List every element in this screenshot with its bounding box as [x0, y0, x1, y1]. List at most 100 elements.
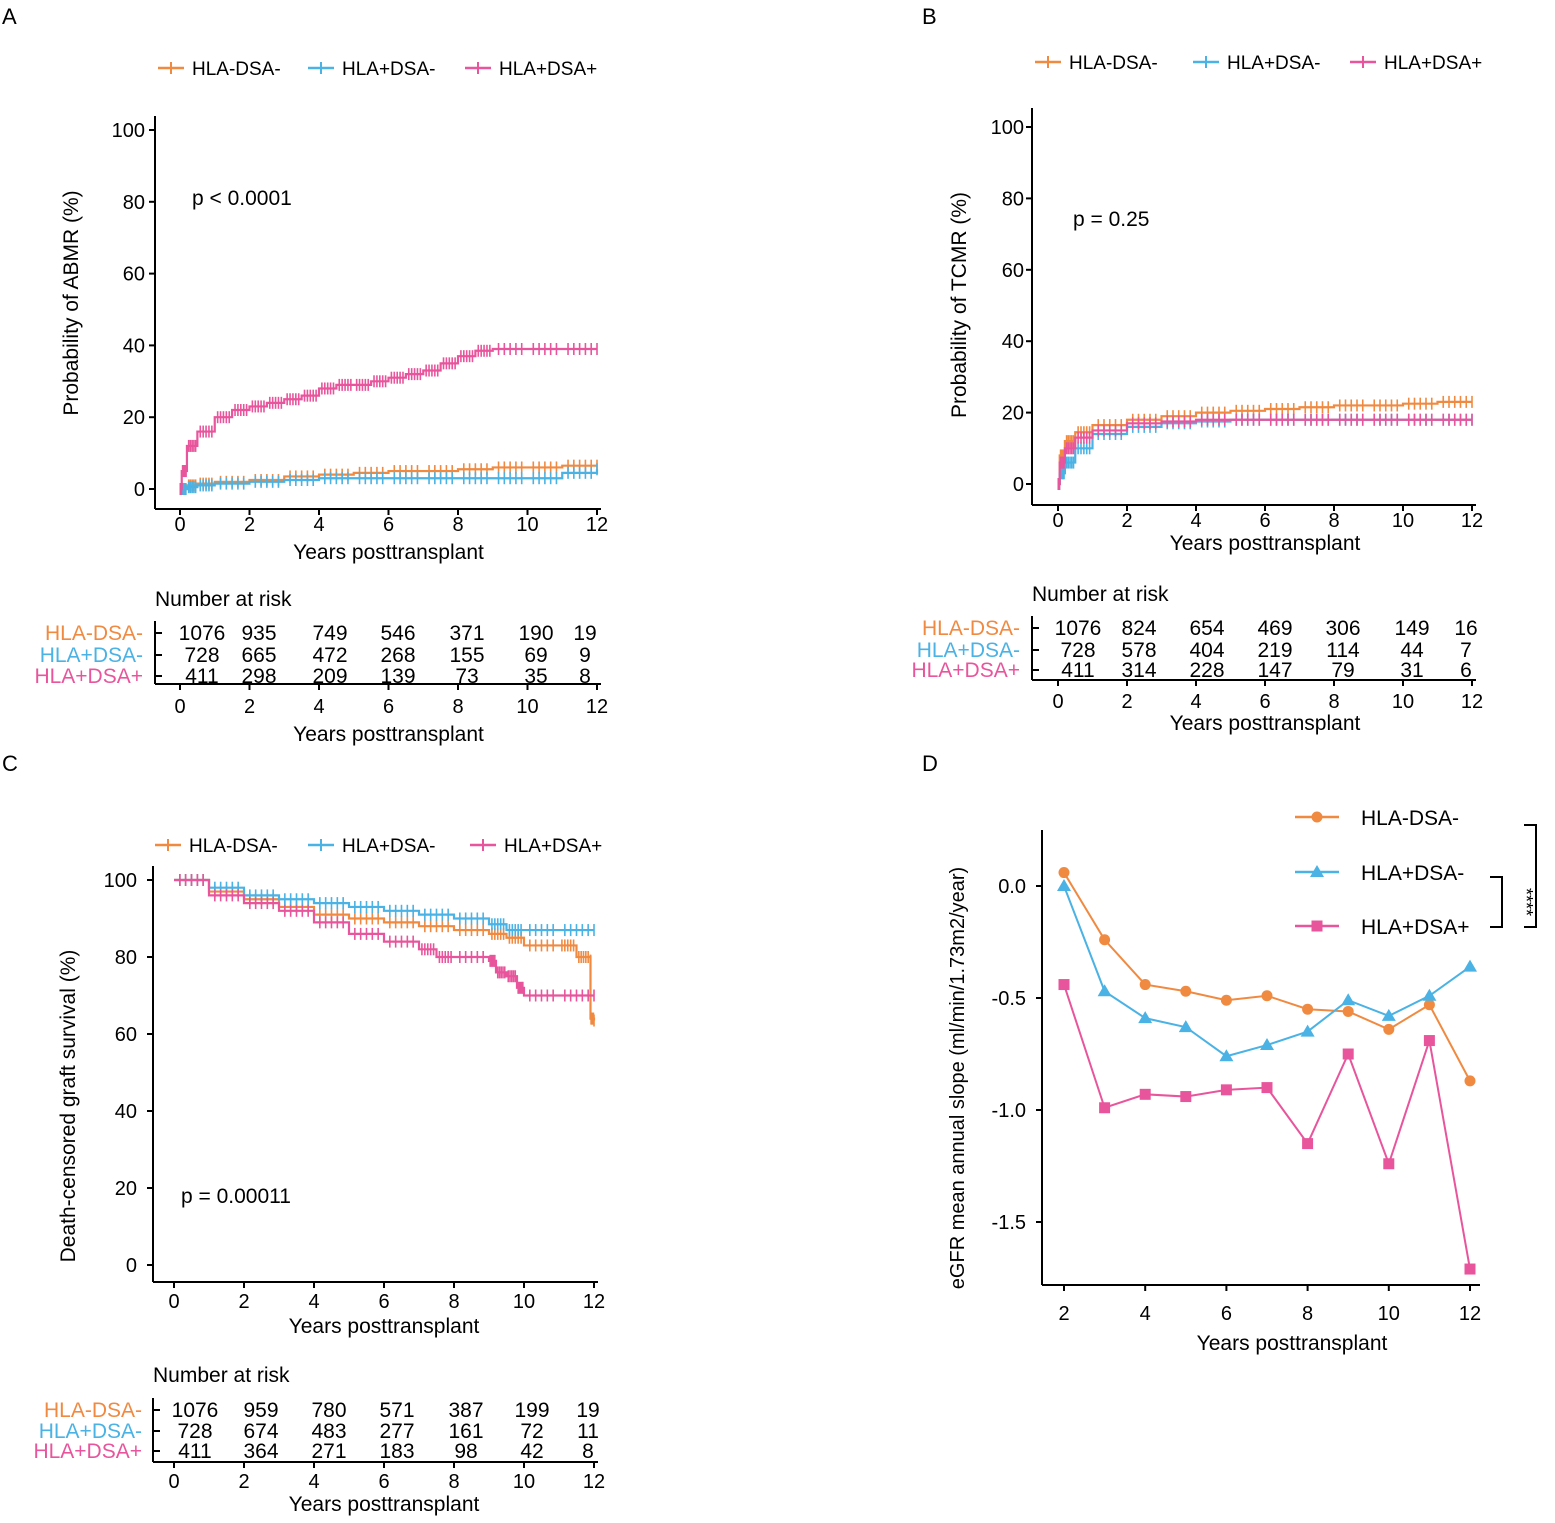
legend-marker-hlaposdsaneg [1310, 865, 1324, 877]
km-curve-hlanegdsaneg [1058, 400, 1472, 486]
x-tick-label: 2 [1121, 510, 1132, 532]
y-tick-label: 60 [123, 264, 145, 286]
panel-label: C [2, 751, 18, 776]
y-tick-label: 100 [112, 120, 145, 142]
data-point [1302, 1138, 1314, 1150]
series-group [1057, 867, 1477, 1275]
data-point [1342, 1005, 1354, 1017]
risk-x-tick-label: 0 [1052, 691, 1063, 713]
legend: HLA-DSA- HLA+DSA- HLA+DSA+ [155, 836, 602, 857]
series-group [1057, 395, 1473, 490]
x-tick-label: 2 [1058, 1303, 1069, 1325]
risk-x-axis-title: Years posttransplant [289, 1493, 480, 1516]
data-point [1219, 1049, 1234, 1062]
data-point [1423, 1035, 1435, 1047]
censor-marks-hlanegdsaneg [179, 874, 595, 1027]
km-curve-hlaposdsapos [174, 878, 594, 997]
risk-value: 387 [448, 1399, 483, 1422]
risk-value: 1076 [1055, 617, 1102, 640]
y-tick-label: 80 [123, 192, 145, 214]
y-axis-title: Probability of ABMR (%) [60, 190, 83, 415]
risk-value: 728 [184, 644, 219, 667]
risk-value: 7 [1460, 639, 1472, 662]
data-point [1383, 1023, 1395, 1035]
y-tick-label: 100 [104, 870, 137, 892]
risk-value: 16 [1454, 617, 1477, 640]
risk-value: 31 [1400, 659, 1423, 682]
data-point [1178, 1020, 1193, 1033]
y-tick-label: -0.5 [992, 988, 1026, 1010]
risk-value: 654 [1189, 617, 1224, 640]
risk-value: 183 [379, 1440, 414, 1463]
risk-row-hlaposdsapos: HLA+DSA+ 411 314 228 147 79 31 6 [911, 659, 1471, 682]
y-tick-label: 0 [134, 479, 145, 501]
risk-value: 35 [524, 665, 547, 688]
risk-value: 147 [1257, 659, 1292, 682]
y-tick-label: 20 [123, 407, 145, 429]
legend-label-hlanegdsaneg: HLA-DSA- [189, 836, 278, 857]
axes: 0.0 -0.5 -1.0 -1.5 2 4 6 8 10 12 Years posttranspl… [947, 830, 1481, 1355]
data-point [1099, 1102, 1111, 1114]
risk-value: 6 [1460, 659, 1472, 682]
legend-item-hlaposdsaneg: HLA+DSA- [308, 836, 435, 857]
y-tick-label: 80 [115, 947, 137, 969]
risk-row-label: HLA+DSA+ [34, 665, 143, 688]
p-value-annotation: p = 0.00011 [181, 1185, 291, 1208]
risk-row-label: HLA+DSA- [917, 639, 1020, 662]
data-point [1464, 1263, 1476, 1275]
risk-row-label: HLA+DSA+ [911, 659, 1020, 682]
x-axis-title: Years posttransplant [289, 1315, 480, 1338]
panel-label: D [922, 751, 938, 776]
risk-row-hlaposdsaneg: HLA+DSA- 728 578 404 219 114 44 7 [917, 639, 1472, 662]
legend-marker-hlaposdsapos [1311, 920, 1323, 932]
risk-row-label: HLA-DSA- [44, 1399, 142, 1422]
risk-value: 411 [178, 1440, 211, 1463]
y-tick-label: 0.0 [998, 876, 1026, 898]
x-tick-label: 4 [308, 1291, 319, 1313]
data-point [1220, 1084, 1232, 1096]
y-tick-label: 40 [1002, 331, 1024, 353]
y-axis-title: eGFR mean annual slope (ml/min/1.73m2/ye… [947, 867, 969, 1289]
data-point [1139, 979, 1151, 991]
p-value-annotation: p < 0.0001 [192, 187, 292, 210]
risk-table-title: Number at risk [1032, 583, 1169, 606]
x-tick-label: 8 [1328, 510, 1339, 532]
x-axis-title: Years posttransplant [293, 541, 484, 564]
x-tick-label: 0 [1052, 510, 1063, 532]
risk-value: 8 [582, 1440, 594, 1463]
data-point [1464, 1075, 1476, 1087]
risk-row-hlanegdsaneg: HLA-DSA- 1076 935 749 546 371 190 19 [45, 622, 597, 645]
risk-x-tick-label: 12 [583, 1471, 605, 1493]
significance-brackets: **** **** [1490, 824, 1555, 928]
axes: 0 20 40 60 80 100 0 2 4 6 8 10 12 Years posttransplan… [948, 108, 1483, 555]
data-point [1058, 979, 1070, 991]
bracket-inner [1490, 876, 1503, 928]
data-point [1099, 934, 1111, 946]
data-point [1381, 1008, 1396, 1021]
data-point [1422, 988, 1437, 1001]
data-point [1138, 1011, 1153, 1024]
risk-x-tick-label: 0 [168, 1471, 179, 1493]
y-tick-label: 0 [126, 1255, 137, 1277]
x-tick-label: 10 [1392, 510, 1414, 532]
risk-x-axis-title: Years posttransplant [293, 723, 484, 746]
legend-item-hlanegdsaneg: HLA-DSA- [158, 59, 281, 80]
risk-row-label: HLA+DSA- [40, 644, 143, 667]
risk-value: 73 [455, 665, 478, 688]
risk-x-tick-label: 10 [513, 1471, 535, 1493]
risk-value: 161 [448, 1420, 483, 1443]
series-group [179, 342, 599, 495]
risk-value: 306 [1325, 617, 1360, 640]
risk-row-hlaposdsapos: HLA+DSA+ 411 298 209 139 73 35 8 [34, 665, 590, 688]
risk-value: 69 [524, 644, 547, 667]
risk-row-hlanegdsaneg: HLA-DSA- 1076 824 654 469 306 149 16 [922, 617, 1478, 640]
data-point [1057, 879, 1071, 891]
risk-value: 114 [1326, 639, 1360, 662]
legend-label-hlaposdsapos: HLA+DSA+ [1384, 53, 1482, 74]
legend-item-hlaposdsapos: HLA+DSA+ [465, 59, 597, 80]
censor-marks-hlaposdsaneg [179, 874, 595, 937]
legend-item-hlaposdsaneg: HLA+DSA- [1193, 53, 1320, 74]
